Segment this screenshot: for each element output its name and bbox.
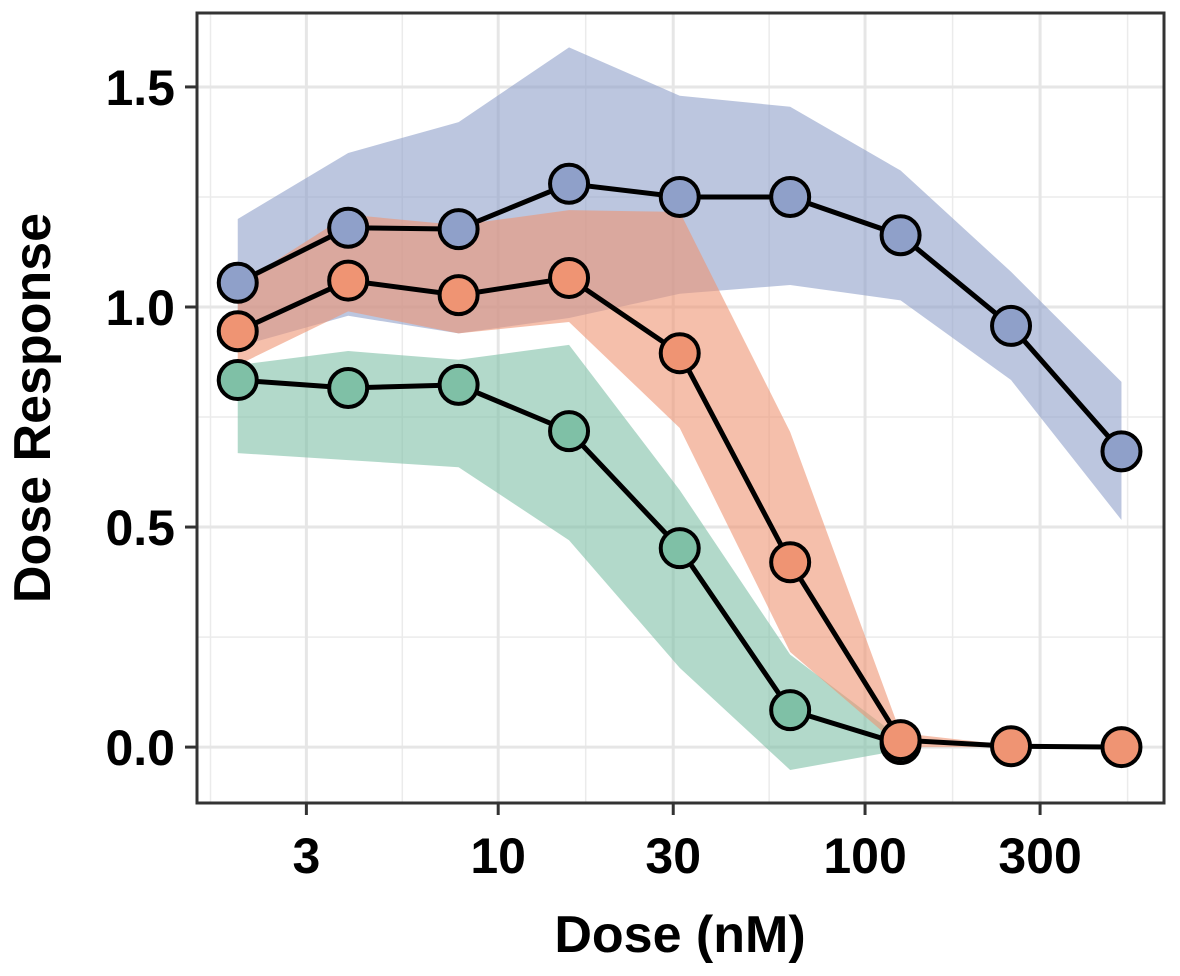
plot-border [195,11,1166,805]
y-tick-label: 1.0 [105,280,175,336]
point [216,359,259,402]
point [548,410,591,453]
point [548,162,591,205]
x-tick-label: 3 [292,828,320,884]
point [327,206,370,249]
point [327,366,370,409]
point [1100,430,1143,473]
x-tick-label: 10 [470,828,526,884]
point [879,719,922,762]
point [548,256,591,299]
x-tick-label: 30 [645,828,701,884]
point [990,725,1033,768]
confidence-band [237,344,901,770]
y-axis-title: Dose Response [4,213,62,603]
point [216,310,259,353]
point [769,175,812,218]
point [658,332,701,375]
point [1100,726,1143,769]
x-tick-label: 100 [823,828,906,884]
y-tick-label: 0.5 [105,500,175,556]
confidence-band [237,210,1122,748]
x-axis-title: Dose (nM) [554,906,805,964]
point [658,175,701,218]
point [769,541,812,584]
point [658,527,701,570]
point [879,214,922,257]
point [437,208,480,251]
point [327,259,370,302]
point [216,261,259,304]
y-tick-label: 1.5 [105,60,175,116]
y-tick-label: 0.0 [105,720,175,776]
point [437,363,480,406]
x-tick-label: 300 [998,828,1081,884]
point [769,689,812,732]
point [437,274,480,317]
point [990,304,1033,347]
